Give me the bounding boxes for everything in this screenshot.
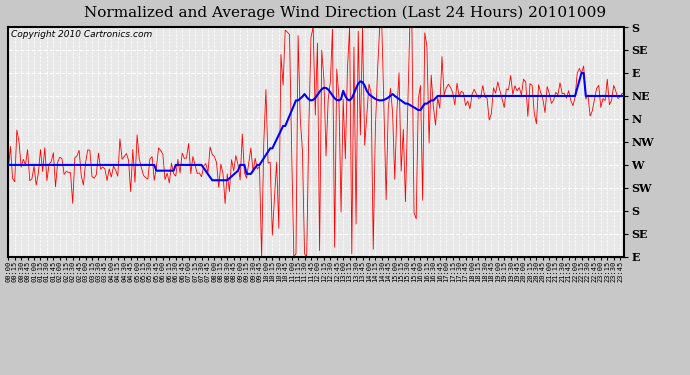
Text: Copyright 2010 Cartronics.com: Copyright 2010 Cartronics.com [11,30,152,39]
Text: Normalized and Average Wind Direction (Last 24 Hours) 20101009: Normalized and Average Wind Direction (L… [84,6,606,20]
